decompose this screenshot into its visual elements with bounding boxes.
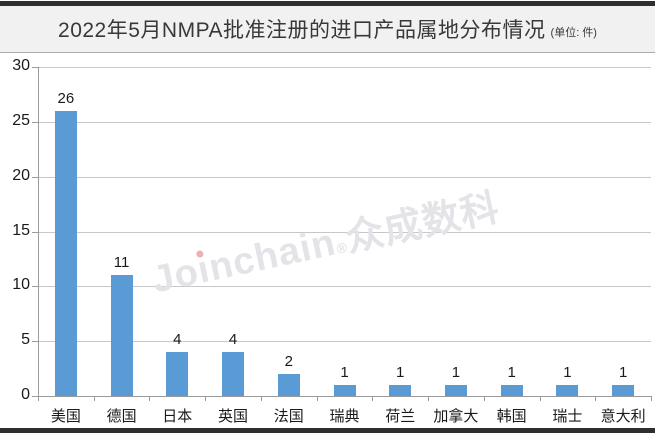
gridline-30	[39, 67, 651, 68]
bar-value-label-德国: 11	[113, 254, 130, 272]
y-axis-label-20: 20	[12, 166, 30, 184]
x-tick	[93, 397, 95, 401]
y-tick-0	[32, 396, 38, 397]
bar-value-label-加拿大: 1	[451, 364, 461, 382]
y-axis-label-25: 25	[12, 111, 30, 129]
top-frame-bar	[0, 1, 655, 6]
y-axis-line	[38, 67, 39, 396]
gridline-10	[39, 286, 651, 288]
bar-value-label-意大利: 1	[618, 364, 628, 382]
bar-德国	[110, 275, 133, 396]
x-axis-label-瑞典: 瑞典	[329, 408, 360, 425]
y-tick-25	[32, 121, 38, 123]
bar-荷兰	[389, 385, 412, 396]
x-tick	[539, 397, 541, 401]
x-tick	[651, 397, 652, 401]
y-tick-15	[32, 231, 38, 233]
bar-value-label-瑞士: 1	[563, 364, 572, 382]
x-axis-line	[38, 396, 652, 397]
x-tick	[316, 397, 318, 401]
y-axis-label-0: 0	[21, 386, 30, 403]
watermark-text-pre: Jo	[148, 250, 203, 302]
bar-value-label-日本: 4	[173, 331, 182, 349]
x-axis-label-意大利: 意大利	[600, 408, 646, 425]
y-tick-5	[32, 341, 38, 343]
x-tick	[205, 397, 207, 401]
x-axis-label-加拿大: 加拿大	[433, 408, 479, 425]
bar-value-label-美国: 26	[57, 89, 75, 107]
gridline-15	[39, 231, 651, 233]
y-axis-label-5: 5	[21, 331, 30, 349]
y-axis-label-15: 15	[12, 221, 30, 239]
gridline-25	[39, 121, 651, 123]
bar-加拿大	[444, 385, 467, 396]
y-tick-30	[32, 67, 38, 68]
y-axis-label-10: 10	[12, 276, 30, 294]
gridline-5	[39, 341, 651, 343]
gridline-20	[39, 176, 651, 178]
chart-title: 2022年5月NMPA批准注册的进口产品属地分布情况	[58, 19, 546, 42]
title-strip: 2022年5月NMPA批准注册的进口产品属地分布情况 (单位: 件)	[0, 6, 655, 53]
x-axis-label-德国: 德国	[106, 408, 137, 425]
plot-area: 0 5 10 15 20 25 30 26 美国 11 德国 4 日本 4 英国 2 法国 1 瑞典 1 荷兰 1 加拿大 1…	[12, 57, 652, 425]
x-axis-label-瑞士: 瑞士	[552, 408, 583, 425]
bar-value-label-英国: 4	[228, 331, 238, 349]
x-axis-label-法国: 法国	[273, 408, 304, 425]
bottom-frame-bar	[0, 428, 655, 433]
y-axis-label-30: 30	[12, 57, 30, 74]
x-axis-label-荷兰: 荷兰	[385, 408, 416, 425]
x-axis-label-日本: 日本	[162, 408, 193, 425]
x-axis-label-韩国: 韩国	[496, 408, 527, 425]
chart-unit-label: (单位: 件)	[550, 27, 597, 39]
bar-value-label-瑞典: 1	[340, 364, 349, 382]
bar-美国	[54, 110, 77, 396]
bar-瑞典	[333, 385, 356, 396]
bar-日本	[166, 352, 189, 396]
bar-value-label-韩国: 1	[507, 364, 516, 382]
bar-瑞士	[556, 385, 579, 396]
x-tick	[428, 397, 430, 401]
x-tick	[595, 397, 597, 401]
bar-英国	[222, 352, 245, 396]
x-tick	[372, 397, 374, 401]
bar-意大利	[612, 385, 635, 396]
x-tick	[260, 397, 262, 401]
y-tick-20	[32, 176, 38, 178]
x-axis-label-美国: 美国	[50, 408, 81, 425]
chart-region: Joınchain®众成数科 0 5 10 15 20 25 30 26 美国 11 德国 4 日本 4 英…	[0, 53, 655, 433]
bar-法国	[277, 374, 300, 396]
bar-value-label-荷兰: 1	[396, 364, 405, 382]
x-tick	[483, 397, 485, 401]
x-axis-label-英国: 英国	[218, 408, 249, 425]
x-tick	[149, 397, 151, 401]
x-tick	[38, 397, 39, 401]
bar-value-label-法国: 2	[284, 353, 293, 371]
bar-韩国	[500, 385, 523, 396]
y-tick-10	[32, 286, 38, 288]
